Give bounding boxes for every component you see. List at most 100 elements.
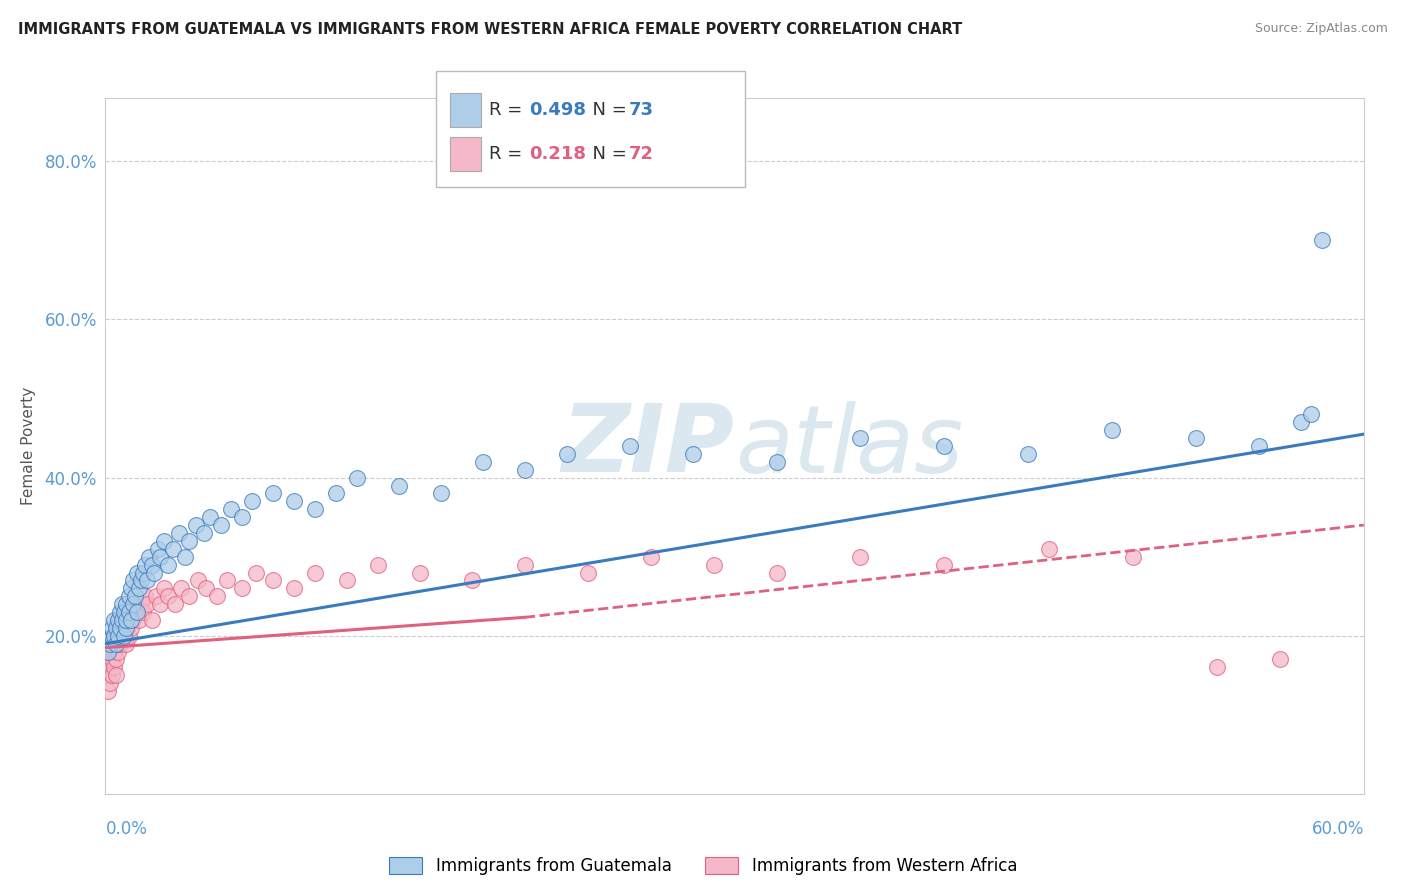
Point (120, 621, 142, 635)
Point (153, 533, 176, 548)
Point (245, 566, 267, 580)
Point (1185, 431, 1208, 445)
Point (149, 597, 172, 611)
Point (336, 574, 359, 588)
Point (174, 549, 197, 564)
Point (262, 486, 284, 500)
Y-axis label: Female Poverty: Female Poverty (21, 387, 37, 505)
Point (262, 574, 284, 588)
Point (112, 621, 135, 635)
Point (100, 621, 122, 635)
Point (640, 549, 662, 564)
Point (513, 463, 536, 477)
Point (141, 613, 163, 627)
Text: 0.218: 0.218 (529, 145, 586, 163)
Point (200, 510, 222, 524)
Point (170, 582, 193, 596)
Point (195, 582, 218, 596)
Point (128, 582, 150, 596)
Point (187, 574, 209, 588)
Point (1289, 415, 1312, 429)
Point (115, 637, 138, 651)
Point (167, 525, 190, 540)
Point (100, 637, 122, 651)
Point (471, 455, 495, 469)
Point (104, 637, 127, 651)
Point (98, 644, 121, 658)
Point (120, 605, 142, 619)
Point (146, 541, 169, 556)
Point (125, 566, 148, 580)
Point (111, 613, 134, 627)
Point (108, 621, 131, 635)
Point (231, 582, 253, 596)
Point (205, 589, 228, 603)
Text: 72: 72 (628, 145, 654, 163)
Point (117, 597, 139, 611)
Point (115, 621, 138, 635)
Point (103, 660, 125, 674)
Point (765, 566, 787, 580)
Point (117, 605, 139, 619)
Point (219, 502, 242, 516)
Point (145, 589, 167, 603)
Point (104, 668, 127, 682)
Point (104, 652, 127, 666)
Point (1268, 652, 1291, 666)
Point (142, 566, 165, 580)
Point (108, 621, 131, 635)
Point (283, 494, 305, 508)
Point (103, 613, 125, 627)
Text: 0.0%: 0.0% (105, 820, 148, 838)
Point (129, 574, 152, 588)
Point (1017, 447, 1039, 461)
Point (934, 558, 956, 572)
Point (112, 629, 135, 643)
Point (703, 558, 725, 572)
Point (100, 652, 122, 666)
Point (98, 676, 121, 690)
Point (124, 589, 146, 603)
Point (1038, 541, 1060, 556)
Point (1122, 549, 1144, 564)
Text: N =: N = (581, 145, 633, 163)
Point (184, 518, 207, 533)
Point (111, 597, 134, 611)
Point (555, 447, 578, 461)
Point (107, 613, 129, 627)
Point (125, 605, 148, 619)
Point (388, 478, 411, 492)
Point (124, 597, 146, 611)
Text: R =: R = (489, 145, 529, 163)
Point (111, 613, 134, 627)
Point (121, 597, 143, 611)
Point (129, 597, 152, 611)
Point (134, 589, 156, 603)
Point (193, 525, 215, 540)
Point (100, 629, 122, 643)
Point (231, 510, 253, 524)
Point (153, 582, 176, 596)
Point (117, 589, 139, 603)
Text: Source: ZipAtlas.com: Source: ZipAtlas.com (1254, 22, 1388, 36)
Point (461, 574, 484, 588)
Point (217, 574, 239, 588)
Point (163, 597, 186, 611)
Point (138, 549, 160, 564)
Point (103, 629, 125, 643)
Point (1310, 234, 1333, 248)
Point (115, 613, 138, 627)
Point (128, 613, 150, 627)
Point (115, 613, 138, 627)
Point (1247, 439, 1270, 453)
Point (98, 660, 121, 674)
Point (104, 621, 127, 635)
Point (367, 558, 389, 572)
Point (108, 605, 131, 619)
Point (240, 494, 263, 508)
Point (1301, 408, 1323, 422)
Text: IMMIGRANTS FROM GUATEMALA VS IMMIGRANTS FROM WESTERN AFRICA FEMALE POVERTY CORRE: IMMIGRANTS FROM GUATEMALA VS IMMIGRANTS … (18, 22, 963, 37)
Point (179, 533, 201, 548)
Point (162, 541, 184, 556)
Point (100, 668, 122, 682)
